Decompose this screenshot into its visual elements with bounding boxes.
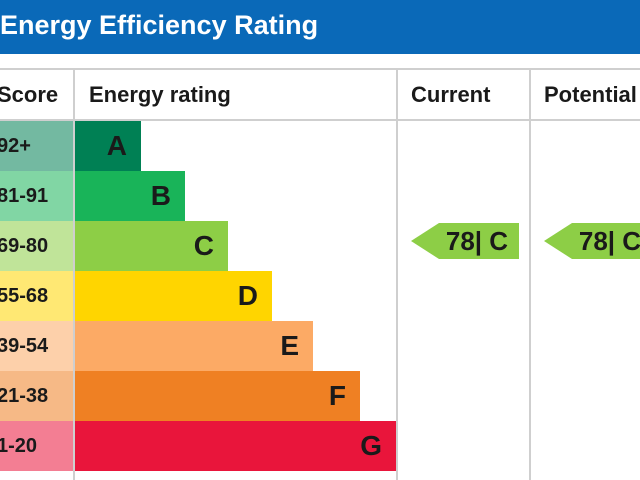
- score-range-label: 39-54: [0, 334, 49, 357]
- band-f: F: [75, 371, 360, 421]
- band-e: E: [75, 321, 313, 371]
- score-range-b: 81-91: [0, 171, 73, 221]
- score-range-label: 81-91: [0, 184, 49, 207]
- band-letter: D: [237, 280, 258, 311]
- band-letter: C: [193, 230, 214, 261]
- band-g: G: [75, 421, 396, 471]
- header-divider: [0, 119, 640, 121]
- energy-rating-header: Energy rating: [89, 82, 231, 107]
- table-top-border: [0, 68, 640, 70]
- score-range-e: 39-54: [0, 321, 73, 371]
- band-a: A: [75, 121, 141, 171]
- band-c: C: [75, 221, 228, 271]
- score-range-d: 55-68: [0, 271, 73, 321]
- score-range-label: 55-68: [0, 284, 49, 307]
- band-letter: G: [360, 430, 382, 461]
- band-b: B: [75, 171, 185, 221]
- potential-rating-arrow: 78| C: [544, 223, 640, 259]
- score-header: Score: [0, 82, 59, 107]
- score-range-label: 21-38: [0, 384, 49, 407]
- score-range-label: 92+: [0, 134, 31, 157]
- chart-title: Energy Efficiency Rating: [0, 10, 319, 40]
- band-letter: F: [328, 380, 346, 411]
- column-divider: [73, 68, 75, 480]
- potential-rating-label: 78| C: [578, 225, 640, 256]
- score-range-a: 92+: [0, 121, 73, 171]
- potential-header: Potential: [544, 82, 637, 107]
- column-divider: [529, 68, 531, 480]
- current-header: Current: [411, 82, 491, 107]
- rating-table: Score Energy rating Current Potential 92…: [0, 68, 640, 480]
- title-banner: Energy Efficiency Rating: [0, 0, 640, 54]
- score-range-label: 1-20: [0, 434, 38, 457]
- column-divider: [396, 68, 398, 480]
- score-range-label: 69-80: [0, 234, 49, 257]
- band-letter: E: [280, 330, 299, 361]
- band-letter: B: [150, 180, 171, 211]
- current-rating-label: 78| C: [445, 225, 509, 256]
- band-letter: A: [106, 130, 127, 161]
- band-d: D: [75, 271, 272, 321]
- current-rating-arrow: 78| C: [411, 223, 519, 259]
- score-range-g: 1-20: [0, 421, 73, 471]
- score-range-c: 69-80: [0, 221, 73, 271]
- score-range-f: 21-38: [0, 371, 73, 421]
